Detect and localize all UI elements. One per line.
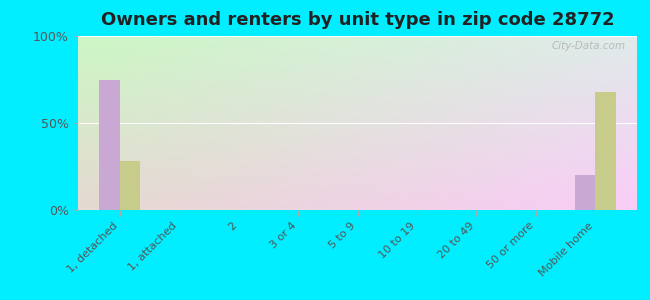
Title: Owners and renters by unit type in zip code 28772: Owners and renters by unit type in zip c…: [101, 11, 614, 29]
Text: City-Data.com: City-Data.com: [552, 41, 626, 51]
Bar: [120, 161, 140, 210]
Bar: [595, 92, 616, 210]
Bar: [99, 80, 120, 210]
Bar: [575, 175, 595, 210]
